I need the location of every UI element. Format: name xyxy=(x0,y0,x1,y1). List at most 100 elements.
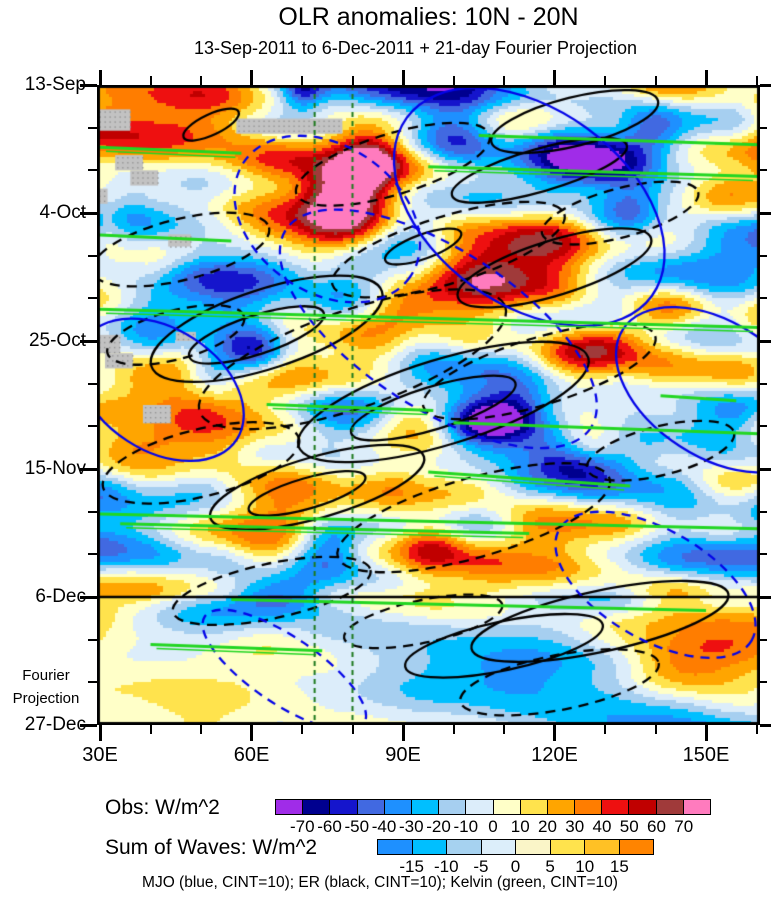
y-axis-minor-tick xyxy=(760,297,767,300)
obs-colorbar-bar xyxy=(275,799,711,815)
x-axis-major-tick xyxy=(553,70,556,85)
x-axis-tick-label: 120E xyxy=(531,744,578,766)
colorbar-tick-label: 5 xyxy=(545,857,555,876)
colorbar-tick-label: -70 xyxy=(289,817,315,836)
y-axis-minor-tick xyxy=(760,553,767,556)
y-axis-minor-tick xyxy=(88,169,97,172)
x-axis-major-tick xyxy=(401,70,405,85)
x-axis-minor-tick xyxy=(200,725,202,734)
colorbar-segment xyxy=(546,800,575,814)
colorbar-segment xyxy=(465,800,493,814)
y-axis-minor-tick xyxy=(88,126,97,129)
x-axis-minor-tick xyxy=(604,76,606,85)
y-axis-major-tick xyxy=(80,211,97,215)
colorbar-tick-label: 0 xyxy=(510,857,521,876)
colorbar-tick-label: -10 xyxy=(453,817,479,836)
x-axis-minor-tick xyxy=(654,76,657,85)
y-axis-minor-tick xyxy=(88,638,97,641)
y-axis-major-tick xyxy=(80,595,97,599)
y-axis-minor-tick xyxy=(760,681,767,684)
x-axis-tick-label: 150E xyxy=(682,744,730,766)
x-axis-major-tick xyxy=(401,725,405,741)
colorbar-tick-label: -30 xyxy=(398,817,424,836)
x-axis-minor-tick xyxy=(755,76,758,85)
x-axis-minor-tick xyxy=(149,725,152,734)
x-axis-minor-tick xyxy=(301,76,303,85)
chart-title: OLR anomalies: 10N - 20N xyxy=(278,3,579,31)
colorbar-tick-label: -50 xyxy=(344,817,370,836)
y-axis-minor-tick xyxy=(760,382,767,385)
colorbar-segment xyxy=(682,800,710,814)
waves-colorbar-ticks: -15 -10 -5 0 5 10 15 xyxy=(377,855,654,876)
y-axis-tick-label: 13-Sep xyxy=(24,74,86,95)
y-axis-minor-tick xyxy=(88,254,97,257)
colorbar-segment xyxy=(446,840,481,854)
obs-colorbar-ticks: -70 -60 -50 -40 -30 -20 -10 0 10 20 30 40 50 60 70 xyxy=(275,815,711,836)
colorbar-segment xyxy=(378,840,412,854)
y-axis-tick-label: 6-Dec xyxy=(35,586,86,607)
y-axis-major-tick xyxy=(80,83,97,87)
x-axis-minor-tick xyxy=(301,725,303,734)
chart-subtitle: 13-Sep-2011 to 6-Dec-2011 + 21-day Fouri… xyxy=(193,38,638,58)
y-axis-minor-tick xyxy=(88,681,97,684)
x-axis-minor-tick xyxy=(452,76,455,85)
y-axis-minor-tick xyxy=(88,425,97,428)
y-axis-minor-tick xyxy=(88,297,97,300)
obs-colorbar: -70 -60 -50 -40 -30 -20 -10 0 10 20 30 40 50 60 70 xyxy=(275,799,711,836)
x-axis-minor-tick xyxy=(755,725,758,734)
x-axis-tick-label: 30E xyxy=(82,744,118,766)
colorbar-tick-label: -20 xyxy=(426,817,451,836)
x-axis-minor-tick xyxy=(351,76,354,85)
x-axis-major-tick xyxy=(250,70,253,85)
x-axis-minor-tick xyxy=(452,725,455,734)
y-axis-tick-label: 4-Oct xyxy=(39,202,86,223)
x-axis-major-tick xyxy=(704,70,708,85)
colorbar-tick-label: 50 xyxy=(619,817,639,836)
colorbar-tick-label: 0 xyxy=(488,817,498,836)
y-axis-major-tick xyxy=(760,467,771,471)
colorbar-segment xyxy=(276,800,303,814)
colorbar-segment xyxy=(302,800,330,814)
x-axis-tick-label: 60E xyxy=(233,744,270,766)
colorbar-segment xyxy=(515,840,550,854)
x-axis-minor-tick xyxy=(149,76,152,85)
y-axis-minor-tick xyxy=(88,510,97,513)
y-axis-major-tick xyxy=(760,211,771,215)
y-axis-major-tick xyxy=(760,83,771,87)
colorbar-tick-label: -5 xyxy=(473,857,489,876)
colorbar-segment xyxy=(356,800,384,814)
x-axis-minor-tick xyxy=(503,725,505,734)
obs-colorbar-label: Obs: W/m^2 xyxy=(105,796,220,819)
colorbar-segment xyxy=(655,800,683,814)
waves-colorbar-bar xyxy=(377,839,654,855)
colorbar-tick-label: 60 xyxy=(647,817,666,836)
y-axis-minor-tick xyxy=(760,425,767,428)
y-axis-major-tick xyxy=(80,339,97,343)
colorbar-segment xyxy=(549,840,584,854)
y-axis-minor-tick xyxy=(760,169,767,172)
fourier-projection-annotation-line2: Projection xyxy=(12,690,80,707)
colorbar-segment xyxy=(492,800,520,814)
y-axis-minor-tick xyxy=(760,638,767,641)
x-axis-minor-tick xyxy=(351,725,354,734)
colorbar-segment xyxy=(480,840,515,854)
y-axis-major-tick xyxy=(760,339,771,343)
colorbar-segment xyxy=(601,800,629,814)
x-axis-minor-tick xyxy=(654,725,657,734)
waves-colorbar-label: Sum of Waves: W/m^2 xyxy=(105,836,318,859)
y-axis-tick-label: 27-Dec xyxy=(24,714,86,735)
y-axis-minor-tick xyxy=(760,126,767,129)
y-axis-tick-label: 25-Oct xyxy=(28,330,86,351)
colorbar-segment xyxy=(383,800,411,814)
colorbar-tick-label: 15 xyxy=(609,857,629,876)
colorbar-tick-label: -10 xyxy=(433,857,459,876)
colorbar-segment xyxy=(411,840,446,854)
y-axis-minor-tick xyxy=(760,254,767,257)
colorbar-tick-label: 10 xyxy=(510,817,530,836)
y-axis-major-tick xyxy=(760,595,771,599)
y-axis-minor-tick xyxy=(88,553,97,556)
x-axis-major-tick xyxy=(98,725,102,741)
colorbar-tick-label: 70 xyxy=(674,817,694,836)
x-axis-tick-label: 90E xyxy=(385,744,421,766)
colorbar-segment xyxy=(618,840,653,854)
